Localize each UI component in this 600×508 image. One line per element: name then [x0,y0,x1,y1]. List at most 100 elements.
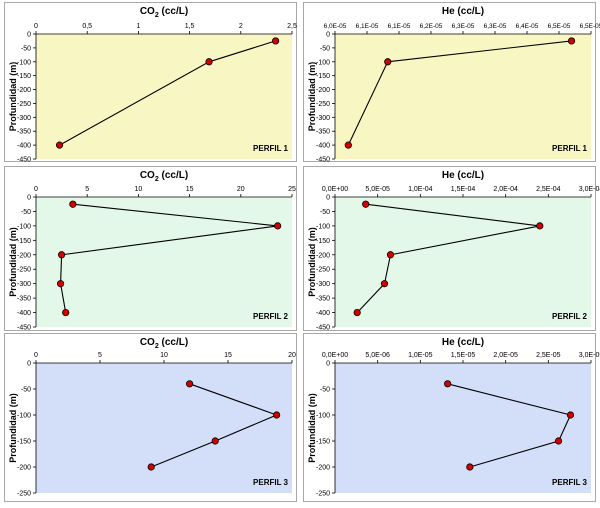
data-point [345,142,351,148]
y-tick-label: -50 [21,209,31,216]
x-tick-label: 6,2E-05 [420,23,443,30]
y-tick-label: -50 [320,387,330,394]
data-point [70,201,76,207]
data-point [206,59,212,65]
data-point [212,438,218,444]
y-tick-label: -250 [316,267,330,274]
y-tick-label: -250 [17,101,31,108]
profile-label: PERFIL 1 [253,144,289,153]
chart-title: He (cc/L) [442,6,484,17]
y-tick-label: -200 [316,87,330,94]
data-point [467,464,473,470]
chart-title-rest: (cc/L) [159,6,188,17]
plot-area-green [36,197,292,327]
y-tick-label: -250 [17,267,31,274]
data-point [148,464,154,470]
x-tick-label: 5,0E-05 [365,186,390,193]
y-tick-label: -200 [316,465,330,472]
chart-title: He (cc/L) [442,337,484,348]
data-point [58,252,64,258]
x-tick-label: 1,0E-05 [408,352,433,359]
y-tick-label: -50 [320,209,330,216]
chart-title-main: CO [140,170,155,181]
y-tick-label: -400 [316,143,330,150]
x-tick-label: 5,0E-06 [365,352,390,359]
x-tick-label: 6,1E-05 [356,23,379,30]
data-point [567,412,573,418]
data-point [274,223,280,229]
y-tick-label: 0 [27,32,31,39]
profile-label: PERFIL 3 [552,478,588,487]
y-axis-label: Profundidad (m) [8,393,18,463]
y-tick-label: -350 [316,296,330,303]
y-tick-label: -100 [17,59,31,66]
y-tick-label: -150 [17,439,31,446]
data-point [272,38,278,44]
x-tick-label: 15 [224,352,232,359]
x-tick-label: 2,5E-04 [536,186,561,193]
y-tick-label: -50 [21,45,31,52]
chart-title-rest: (cc/L) [159,337,188,348]
chart-title-main: He (cc/L) [442,6,484,17]
chart-title: He (cc/L) [442,170,484,181]
x-tick-label: 10 [160,352,168,359]
x-tick-label: 6,0E-05 [324,23,347,30]
y-tick-label: -150 [316,238,330,245]
y-tick-label: -300 [17,115,31,122]
y-tick-label: -350 [17,296,31,303]
x-tick-label: 1 [136,23,140,30]
chart-title-main: He (cc/L) [442,337,484,348]
y-tick-label: 0 [326,32,330,39]
y-tick-label: -200 [17,465,31,472]
x-tick-label: 6,5E-05 [580,23,600,30]
plot-area-blue [36,363,292,493]
profile-label: PERFIL 2 [552,312,588,321]
y-tick-label: -250 [316,491,330,498]
x-tick-label: 1,5E-05 [451,352,476,359]
x-tick-label: 6,3E-05 [452,23,475,30]
chart-title-main: He (cc/L) [442,170,484,181]
y-tick-label: -100 [17,413,31,420]
y-tick-label: -450 [316,157,330,164]
chart-title-rest: (cc/L) [159,170,188,181]
x-tick-label: 6,5E-05 [548,23,571,30]
data-point [385,59,391,65]
x-tick-label: 3,0E-04 [579,186,600,193]
data-point [273,412,279,418]
x-tick-label: 0,0E+00 [322,186,348,193]
data-point [381,280,387,286]
y-tick-label: 0 [326,361,330,368]
y-tick-label: -100 [316,413,330,420]
y-tick-label: -100 [316,59,330,66]
data-point [57,280,63,286]
x-tick-label: 2 [239,23,243,30]
data-point [354,309,360,315]
y-tick-label: -100 [316,223,330,230]
x-tick-label: 25 [288,186,296,193]
x-tick-label: 15 [186,186,194,193]
x-tick-label: 1,0E-04 [408,186,433,193]
y-tick-label: -50 [21,387,31,394]
profile-label: PERFIL 3 [253,478,289,487]
y-tick-label: -400 [17,310,31,317]
x-tick-label: 0,0E+00 [322,352,348,359]
x-tick-label: 6,3E-05 [484,23,507,30]
y-tick-label: 0 [326,195,330,202]
x-tick-label: 10 [135,186,143,193]
y-tick-label: -300 [316,115,330,122]
y-tick-label: -250 [316,101,330,108]
data-point [363,201,369,207]
y-tick-label: -150 [17,73,31,80]
x-tick-label: 1,5 [185,23,195,30]
y-tick-label: -300 [17,281,31,288]
data-point [568,38,574,44]
y-tick-label: -350 [316,129,330,136]
